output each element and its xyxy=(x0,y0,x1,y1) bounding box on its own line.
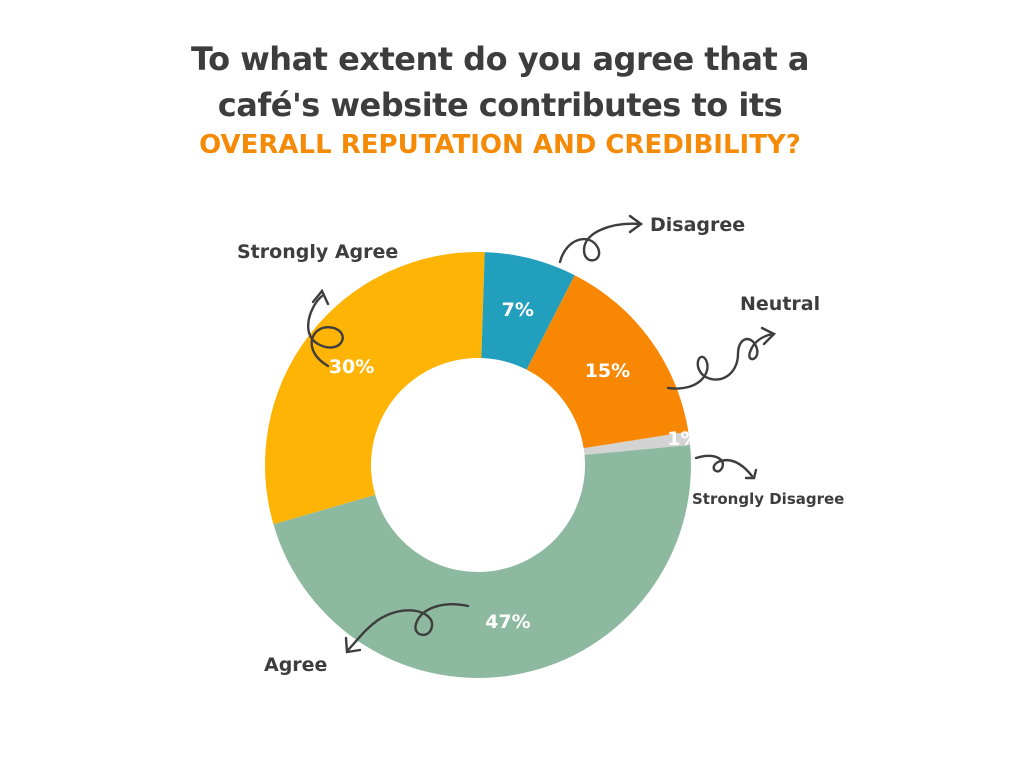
neutral-arrow-icon xyxy=(666,332,774,390)
disagree-arrowhead-icon xyxy=(628,214,644,234)
value-label-disagree: 7% xyxy=(502,299,534,321)
legend-label-strongly-disagree: Strongly Disagree xyxy=(692,490,844,508)
donut-slice-neutral xyxy=(526,275,689,449)
legend-label-disagree: Disagree xyxy=(650,214,745,236)
strongly-disagree-arrow-icon xyxy=(694,454,754,478)
disagree-arrow-icon xyxy=(558,222,642,264)
strongly-disagree-arrowhead-icon xyxy=(744,468,758,480)
neutral-arrowhead-icon xyxy=(760,326,777,346)
annotation-arrows xyxy=(307,214,777,654)
donut-slice-strongly-agree xyxy=(265,251,485,525)
donut-slice-disagree xyxy=(481,252,575,370)
strongly-agree-arrowhead-icon xyxy=(311,288,330,306)
donut-slice-strongly-disagree xyxy=(583,431,691,455)
agree-arrow-icon xyxy=(346,603,470,652)
legend-label-neutral: Neutral xyxy=(740,293,820,315)
value-label-strongly-agree: 30% xyxy=(329,356,374,378)
legend-label-strongly-agree: Strongly Agree xyxy=(237,241,398,263)
value-label-neutral: 15% xyxy=(585,360,630,382)
chart-title-line-2: café's website contributes to its xyxy=(217,86,783,124)
value-label-strongly-disagree: 1% xyxy=(667,428,699,450)
chart-title-highlight: OVERALL REPUTATION AND CREDIBILITY? xyxy=(199,130,801,160)
agree-arrowhead-icon xyxy=(344,636,362,654)
strongly-agree-arrow-icon xyxy=(307,294,344,368)
donut-slices xyxy=(265,251,691,678)
value-label-agree: 47% xyxy=(485,611,530,633)
legend-label-agree: Agree xyxy=(264,654,327,676)
chart-title-line-1: To what extent do you agree that a xyxy=(191,40,809,78)
